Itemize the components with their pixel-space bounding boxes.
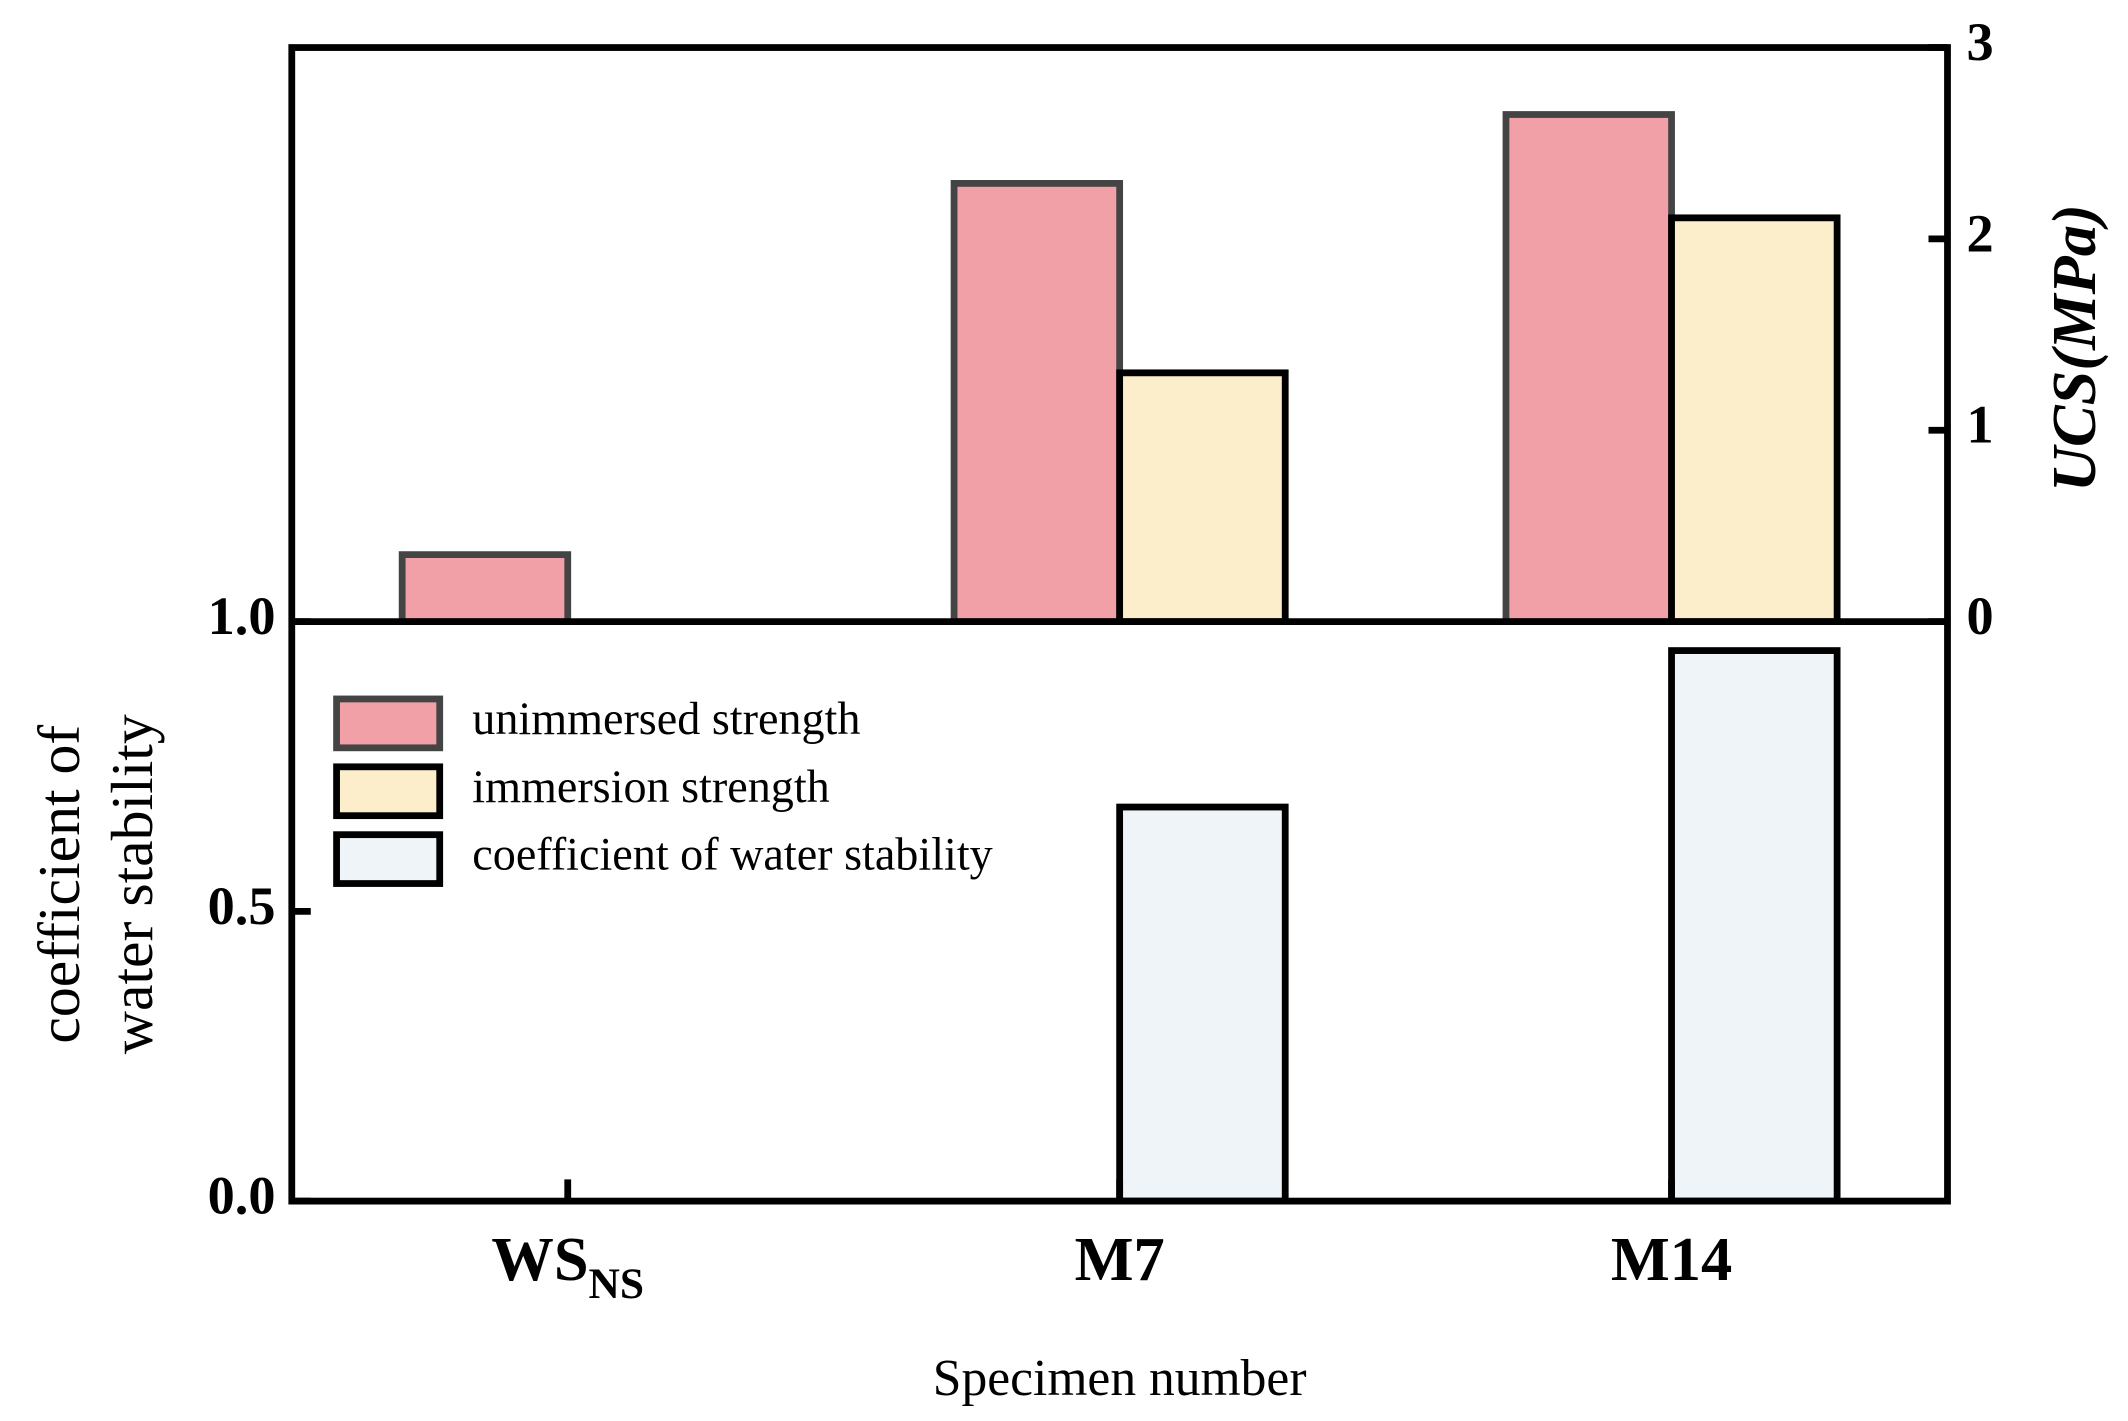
x-axis-label: Specimen number (933, 1350, 1307, 1407)
category-name: M7 (1075, 1225, 1165, 1295)
x-tick-label: M14 (1611, 1225, 1732, 1295)
y2-tick-label: 1 (1967, 395, 1994, 455)
bar (1668, 214, 1841, 626)
y-axis-label: coefficient of (26, 725, 92, 1044)
y-tick-label: 0.5 (208, 876, 276, 936)
bar (950, 180, 1124, 626)
category-name: M14 (1611, 1225, 1732, 1295)
y2-axis-label: UCS(MPa) (2039, 204, 2109, 492)
bar (398, 551, 572, 625)
bar (1668, 647, 1841, 1205)
y-tick-label: 1.0 (208, 586, 276, 646)
bar (1502, 111, 1675, 625)
y2-tick-label: 0 (1967, 586, 1994, 646)
legend-swatch (333, 831, 444, 887)
legend-label: coefficient of water stability (472, 829, 992, 880)
bar (1116, 369, 1289, 626)
y2-tick-label: 2 (1967, 203, 1994, 263)
y-tick-label: 0.0 (208, 1166, 276, 1226)
legend-swatch (333, 695, 444, 752)
legend-label: unimmersed strength (472, 693, 860, 744)
legend-swatch (333, 763, 444, 820)
x-tick-label: WSNS (491, 1225, 644, 1308)
category-name: WS (491, 1225, 588, 1295)
bar (1116, 803, 1289, 1205)
x-tick-label: M7 (1075, 1225, 1165, 1295)
legend-label: immersion strength (472, 761, 829, 812)
category-subscript: NS (589, 1260, 645, 1308)
y-axis-label: water stability (99, 714, 165, 1054)
y2-tick-label: 3 (1967, 12, 1994, 72)
